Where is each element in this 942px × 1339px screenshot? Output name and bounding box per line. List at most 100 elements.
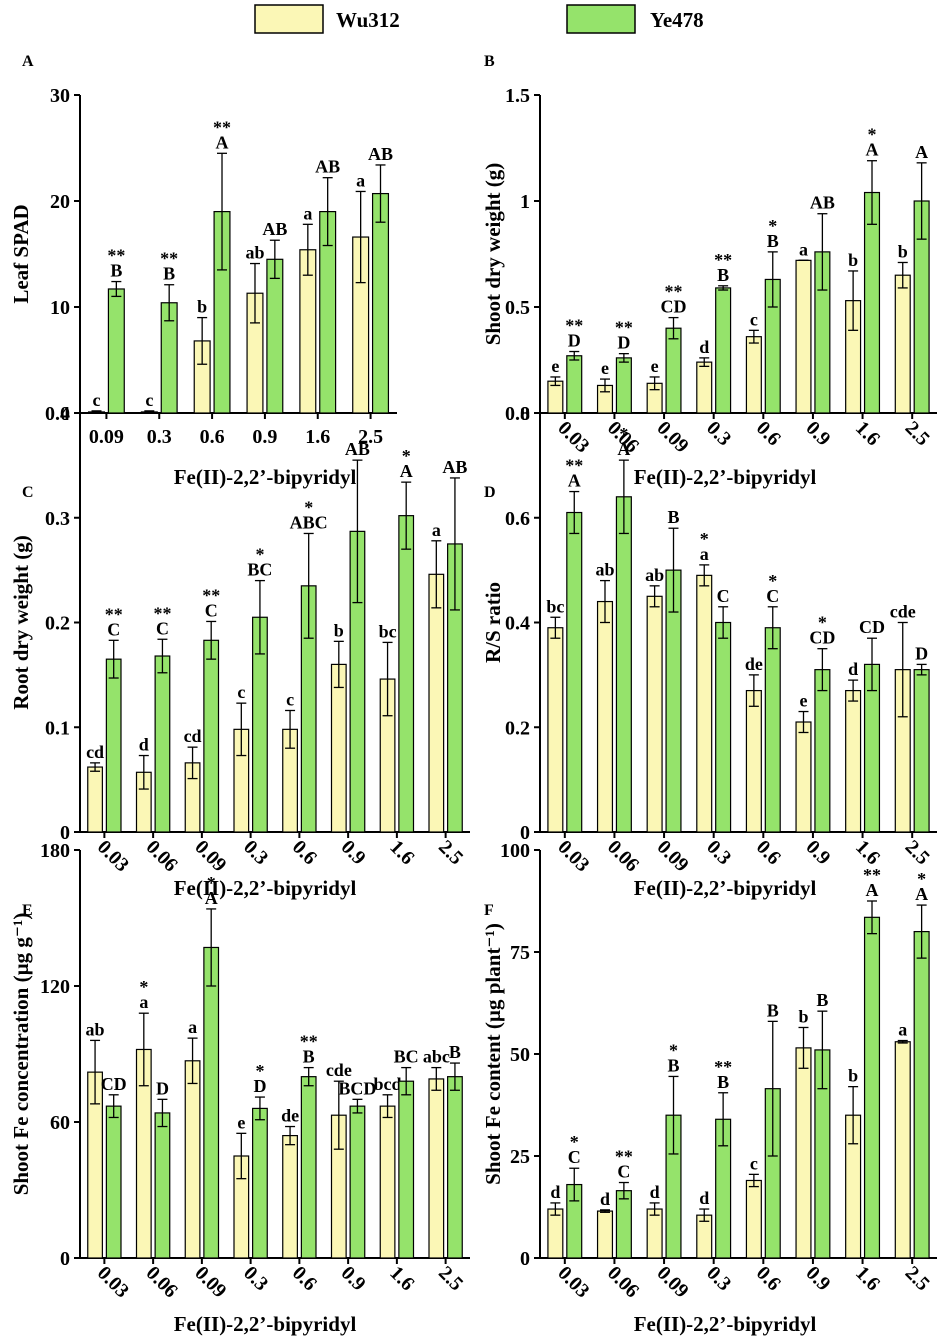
significance-letter: cde: [326, 1060, 352, 1080]
significance-letter: e: [237, 1112, 245, 1132]
y-axis-label: R/S ratio: [481, 582, 505, 663]
significance-letter: e: [651, 356, 659, 376]
x-tick-label: 0.09: [190, 836, 230, 876]
significance-letter: C: [617, 1162, 630, 1182]
significance-letter: ABC: [290, 512, 328, 532]
significance-letter: ab: [245, 243, 264, 263]
y-tick-label: 100: [500, 840, 530, 862]
significance-star: *: [868, 125, 877, 145]
x-tick-label: 2.5: [901, 1262, 934, 1295]
x-tick-label: 2.5: [901, 417, 934, 450]
significance-letter: c: [237, 682, 245, 702]
x-tick-label: 2.5: [358, 426, 383, 448]
bar-ye478: [266, 258, 284, 414]
y-tick-label: 1.5: [505, 85, 530, 107]
x-tick-label: 0.3: [702, 1262, 735, 1295]
significance-letter: A: [568, 471, 581, 491]
bar-ye478: [566, 355, 583, 414]
significance-letter: C: [717, 586, 730, 606]
significance-letter: CD: [859, 617, 885, 637]
significance-star: *: [304, 497, 313, 517]
significance-letter: d: [848, 659, 858, 679]
significance-letter: b: [848, 1066, 858, 1086]
bar-wu312: [547, 1208, 564, 1259]
x-tick-label: 0.09: [190, 1262, 230, 1302]
significance-letter: C: [766, 586, 779, 606]
bar-ye478: [300, 1076, 317, 1259]
significance-letter: A: [866, 880, 879, 900]
significance-letter: A: [216, 132, 229, 152]
significance-letter: cde: [890, 602, 916, 622]
significance-letter: a: [139, 992, 148, 1012]
significance-letter: c: [286, 689, 294, 709]
significance-letter: a: [356, 170, 365, 190]
significance-star: *: [669, 1040, 678, 1060]
x-tick-label: 0.03: [553, 1262, 593, 1302]
significance-letter: D: [156, 1078, 169, 1098]
bar-wu312: [596, 1210, 614, 1259]
bar-ye478: [913, 669, 930, 833]
panel-E: E 0 60 120 180 Shoot Fe concentration (µg g⁻¹…: [9, 840, 470, 1336]
significance-letter: C: [568, 1147, 581, 1167]
x-tick-label: 0.6: [200, 426, 225, 448]
significance-star: *: [139, 977, 148, 997]
significance-letter: AB: [442, 457, 467, 477]
significance-star: *: [818, 613, 827, 633]
x-tick-label: 0.09: [653, 417, 693, 457]
panel-B: B 0 0.5 1 1.5 Shoot dry weight (g) Fe(II)-2,2’…: [481, 53, 937, 489]
significance-star: **: [615, 318, 633, 338]
significance-letter: a: [432, 520, 441, 540]
significance-letter: B: [163, 264, 175, 284]
significance-star: **: [160, 249, 178, 269]
x-tick-label: 1.6: [305, 426, 330, 448]
y-axis-label: Root dry weight (g): [9, 535, 33, 709]
bar-wu312: [379, 1105, 396, 1259]
significance-letter: A: [617, 439, 630, 459]
significance-letter: CD: [101, 1074, 127, 1094]
significance-letter: B: [717, 1072, 729, 1092]
significance-letter: B: [449, 1042, 461, 1062]
significance-letter: bcd: [374, 1074, 402, 1094]
x-tick-label: 0.09: [653, 1262, 693, 1302]
bar-ye478: [665, 327, 682, 414]
y-axis-label: Leaf SPAD: [9, 204, 33, 303]
bar-ye478: [447, 1076, 463, 1259]
bar-ye478: [252, 1107, 268, 1259]
significance-letter: C: [205, 600, 218, 620]
bar-wu312: [795, 259, 812, 414]
y-tick-label: 0.5: [505, 297, 530, 319]
significance-letter: C: [156, 618, 169, 638]
significance-letter: A: [915, 884, 928, 904]
bar-ye478: [566, 511, 583, 833]
significance-letter: D: [253, 1076, 266, 1096]
significance-star: *: [255, 1061, 264, 1081]
x-axis-label: Fe(II)-2,2’-bipyridyl: [634, 465, 817, 489]
legend: Wu312 Ye478: [254, 4, 704, 34]
significance-star: *: [255, 545, 264, 565]
bar-ye478: [863, 916, 881, 1259]
bar-wu312: [282, 1134, 298, 1259]
y-tick-label: 0: [520, 822, 530, 844]
significance-star: **: [714, 1057, 732, 1077]
significance-letter: e: [551, 356, 559, 376]
significance-star: *: [207, 873, 216, 893]
x-tick-label: 0.3: [702, 836, 735, 869]
bar-wu312: [547, 627, 564, 833]
significance-letter: e: [601, 358, 609, 378]
x-tick-label: 0.9: [801, 417, 834, 450]
bar-ye478: [203, 946, 220, 1259]
x-tick-label: 0.3: [702, 417, 735, 450]
bar-wu312: [845, 689, 862, 833]
y-axis-label: Shoot Fe content (µg plant⁻¹): [481, 923, 505, 1185]
x-tick-label: 0.06: [142, 1262, 182, 1302]
x-tick-label: 0.9: [801, 1262, 834, 1295]
y-tick-label: 0: [60, 1248, 70, 1270]
x-tick-label: 0.9: [252, 426, 277, 448]
bar-wu312: [646, 595, 663, 833]
significance-star: **: [202, 585, 220, 605]
bar-wu312: [894, 274, 911, 414]
y-tick-label: 0: [520, 403, 530, 425]
significance-letter: a: [188, 1017, 197, 1037]
significance-letter: D: [568, 331, 581, 351]
